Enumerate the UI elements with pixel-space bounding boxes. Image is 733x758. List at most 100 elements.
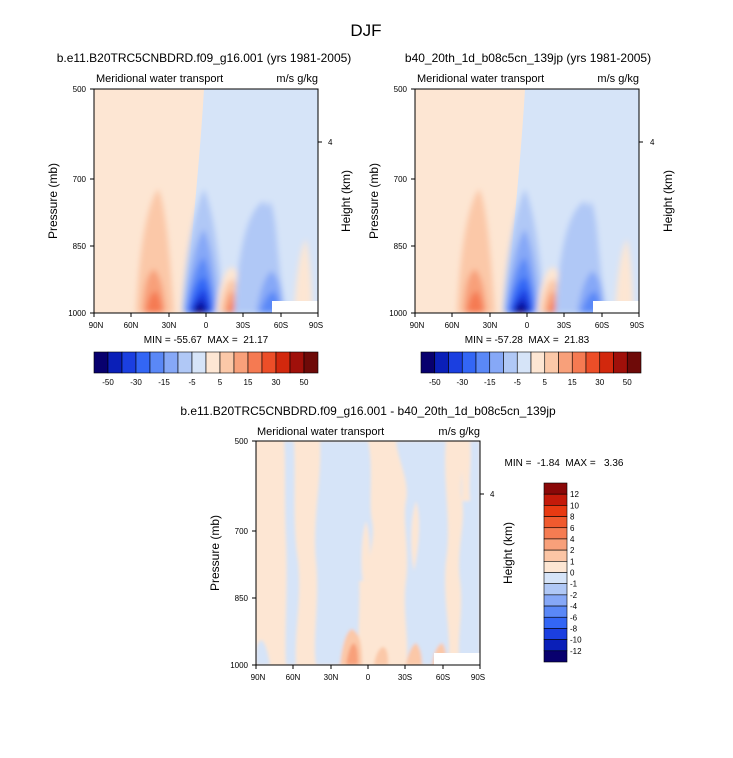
colorbar-2-swatch — [516, 351, 532, 374]
colorbar-3-label: -12 — [570, 647, 582, 656]
panel-2-xtick-90s: 90S — [630, 321, 644, 330]
panel-3-variable-label: Meridional water transport — [257, 426, 384, 438]
colorbar-1-swatch — [93, 351, 109, 374]
panel-2-xtick-0: 0 — [525, 321, 530, 330]
colorbar-1-swatch — [191, 351, 207, 374]
colorbar-3-label: 4 — [570, 535, 575, 544]
colorbar-2-swatch — [599, 351, 614, 374]
panel-3-ytick-700: 700 — [235, 527, 249, 536]
panel-1-xtick-0: 0 — [204, 321, 209, 330]
panel-2-y2label: Height (km) — [661, 170, 675, 232]
panel-3-ylabel: Pressure (mb) — [208, 515, 222, 591]
colorbar-2-label: -15 — [484, 378, 496, 387]
colorbar-1-swatch — [233, 351, 249, 374]
colorbar-1-swatch — [275, 351, 291, 374]
panel-2-plot-area — [415, 89, 639, 313]
panel-3-xtick-60s: 60S — [436, 673, 450, 682]
panel-2-variable-label: Meridional water transport — [417, 73, 544, 85]
colorbar-3-swatch — [543, 482, 568, 495]
colorbar-3-swatch — [543, 493, 568, 506]
panel-3-stats: MIN = -1.84 MAX = 3.36 — [505, 458, 624, 469]
colorbar-1-label: 5 — [218, 378, 223, 387]
colorbar-2-swatch — [613, 351, 628, 374]
panel-2-xtick-60s: 60S — [595, 321, 609, 330]
colorbar-2-swatch — [530, 351, 546, 374]
panel-1-ylabel: Pressure (mb) — [46, 163, 60, 239]
panel-1-variable-label: Meridional water transport — [96, 73, 223, 85]
panel-3-xtick-90s: 90S — [471, 673, 485, 682]
panel-3-y2label: Height (km) — [501, 522, 515, 584]
colorbar-2: -50 -30 -15 -5 5 15 30 50 — [420, 351, 642, 387]
panel-1-units-label: m/s g/kg — [276, 73, 318, 85]
colorbar-3-swatch — [543, 505, 568, 517]
colorbar-3-label: 1 — [570, 557, 575, 566]
panel-3-title: b.e11.B20TRC5CNBDRD.f09_g16.001 - b40_20… — [180, 404, 556, 418]
colorbar-2-swatch — [503, 351, 518, 374]
colorbar-3-swatch — [543, 594, 568, 607]
panel-2-stats: MIN = -57.28 MAX = 21.83 — [465, 335, 590, 346]
panel-3-ytick-500: 500 — [235, 437, 249, 446]
panel-1-title: b.e11.B20TRC5CNBDRD.f09_g16.001 (yrs 198… — [57, 51, 352, 65]
colorbar-3-label: -8 — [570, 624, 578, 633]
colorbar-2-label: -30 — [456, 378, 468, 387]
panel-2-ytick-700: 700 — [394, 175, 408, 184]
panel-2-xtick-30n: 30N — [483, 321, 498, 330]
panel-1-ytick-700: 700 — [73, 175, 87, 184]
colorbar-1-swatch — [205, 351, 221, 374]
colorbar-2-swatch — [571, 351, 587, 374]
colorbar-2-label: 5 — [543, 378, 548, 387]
colorbar-2-label: -50 — [429, 378, 441, 387]
colorbar-3-swatch — [543, 572, 568, 584]
colorbar-3-swatch — [543, 527, 568, 540]
panel-3: b.e11.B20TRC5CNBDRD.f09_g16.001 - b40_20… — [180, 404, 624, 682]
colorbar-1-swatch — [135, 351, 151, 374]
panel-2-ylabel: Pressure (mb) — [367, 163, 381, 239]
colorbar-2-swatch — [420, 351, 436, 374]
panel-2-units-label: m/s g/kg — [597, 73, 639, 85]
panel-3-y2tick-4: 4 — [490, 490, 495, 499]
panel-1-ytick-500: 500 — [73, 85, 87, 94]
colorbar-1-label: 15 — [244, 378, 253, 387]
panel-3-xtick-30n: 30N — [324, 673, 339, 682]
panel-3-ytick-1000: 1000 — [230, 661, 248, 670]
panel-1-ytick-1000: 1000 — [68, 309, 86, 318]
colorbar-1-label: 30 — [272, 378, 281, 387]
panel-2-xtick-60n: 60N — [445, 321, 460, 330]
colorbar-2-label: 15 — [568, 378, 577, 387]
colorbar-3-swatch — [543, 616, 568, 629]
panel-2-xtick-30s: 30S — [557, 321, 571, 330]
colorbar-1-label: -15 — [158, 378, 170, 387]
colorbar-1-label: -5 — [188, 378, 196, 387]
colorbar-2-swatch — [475, 351, 491, 374]
panel-3-ytick-850: 850 — [235, 594, 249, 603]
panel-2-y2tick-4: 4 — [650, 138, 655, 147]
panel-1: b.e11.B20TRC5CNBDRD.f09_g16.001 (yrs 198… — [46, 51, 353, 346]
colorbar-1-label: -30 — [130, 378, 142, 387]
panel-2: b40_20th_1d_b08c5cn_139jp (yrs 1981-2005… — [367, 51, 675, 346]
colorbar-3-label: -6 — [570, 613, 578, 622]
panel-1-xtick-90s: 90S — [309, 321, 323, 330]
colorbar-1-swatch — [107, 351, 123, 374]
colorbar-3-swatch — [543, 650, 568, 663]
panel-1-y2tick-4: 4 — [328, 138, 333, 147]
colorbar-3-label: 12 — [570, 490, 579, 499]
colorbar-3-label: -4 — [570, 602, 578, 611]
colorbar-3-label: 8 — [570, 513, 575, 522]
panel-3-xtick-90n: 90N — [251, 673, 266, 682]
colorbar-2-label: 30 — [595, 378, 604, 387]
colorbar-1-swatch — [303, 351, 319, 374]
panel-1-stats: MIN = -55.67 MAX = 21.17 — [144, 335, 269, 346]
colorbar-3-swatch — [543, 639, 568, 652]
colorbar-3-label: -1 — [570, 580, 578, 589]
colorbar-1-swatch — [149, 351, 165, 374]
panel-3-units-label: m/s g/kg — [438, 426, 480, 438]
colorbar-1-swatch — [163, 351, 179, 374]
panel-1-y2label: Height (km) — [339, 170, 353, 232]
colorbar-2-swatch — [558, 351, 573, 374]
colorbar-3-swatch — [543, 549, 568, 562]
colorbar-1-swatch — [219, 351, 235, 374]
panel-1-ytick-850: 850 — [73, 242, 87, 251]
panel-1-xtick-60n: 60N — [124, 321, 139, 330]
colorbar-3-swatch — [543, 583, 568, 596]
